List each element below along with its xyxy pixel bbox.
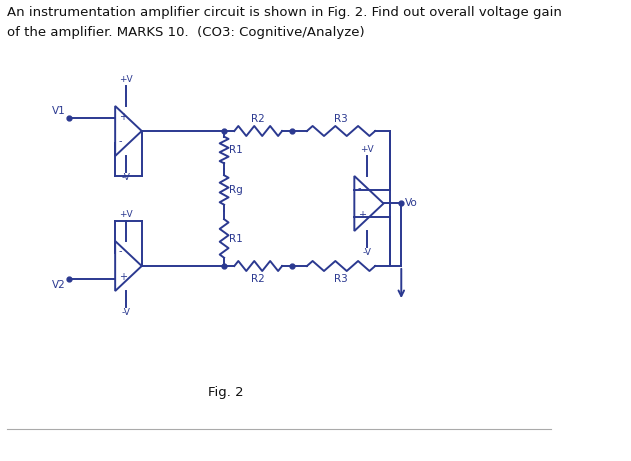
Text: -: - bbox=[119, 136, 122, 147]
Text: R1: R1 bbox=[230, 234, 243, 243]
Text: V2: V2 bbox=[52, 280, 66, 290]
Text: R2: R2 bbox=[251, 114, 265, 124]
Text: R3: R3 bbox=[334, 274, 348, 284]
Text: -V: -V bbox=[122, 308, 131, 317]
Text: -: - bbox=[119, 247, 122, 256]
Text: +: + bbox=[119, 272, 127, 282]
Text: +V: +V bbox=[119, 210, 133, 219]
Text: R3: R3 bbox=[334, 114, 348, 124]
Text: +V: +V bbox=[119, 75, 133, 84]
Text: -: - bbox=[358, 183, 362, 193]
Text: -V: -V bbox=[122, 173, 131, 182]
Text: Rg: Rg bbox=[230, 185, 243, 195]
Text: An instrumentation amplifier circuit is shown in Fig. 2. Find out overall voltag: An instrumentation amplifier circuit is … bbox=[7, 6, 562, 19]
Text: +: + bbox=[119, 112, 127, 122]
Text: +: + bbox=[358, 210, 366, 220]
Text: V1: V1 bbox=[52, 106, 66, 117]
Text: Vo: Vo bbox=[405, 199, 418, 208]
Text: -V: -V bbox=[362, 248, 371, 257]
Text: +V: +V bbox=[360, 145, 374, 154]
Text: R2: R2 bbox=[251, 274, 265, 284]
Text: of the amplifier. MARKS 10.  (CO3: Cognitive/Analyze): of the amplifier. MARKS 10. (CO3: Cognit… bbox=[7, 26, 365, 39]
Text: R1: R1 bbox=[230, 145, 243, 155]
Text: Fig. 2: Fig. 2 bbox=[208, 386, 244, 399]
